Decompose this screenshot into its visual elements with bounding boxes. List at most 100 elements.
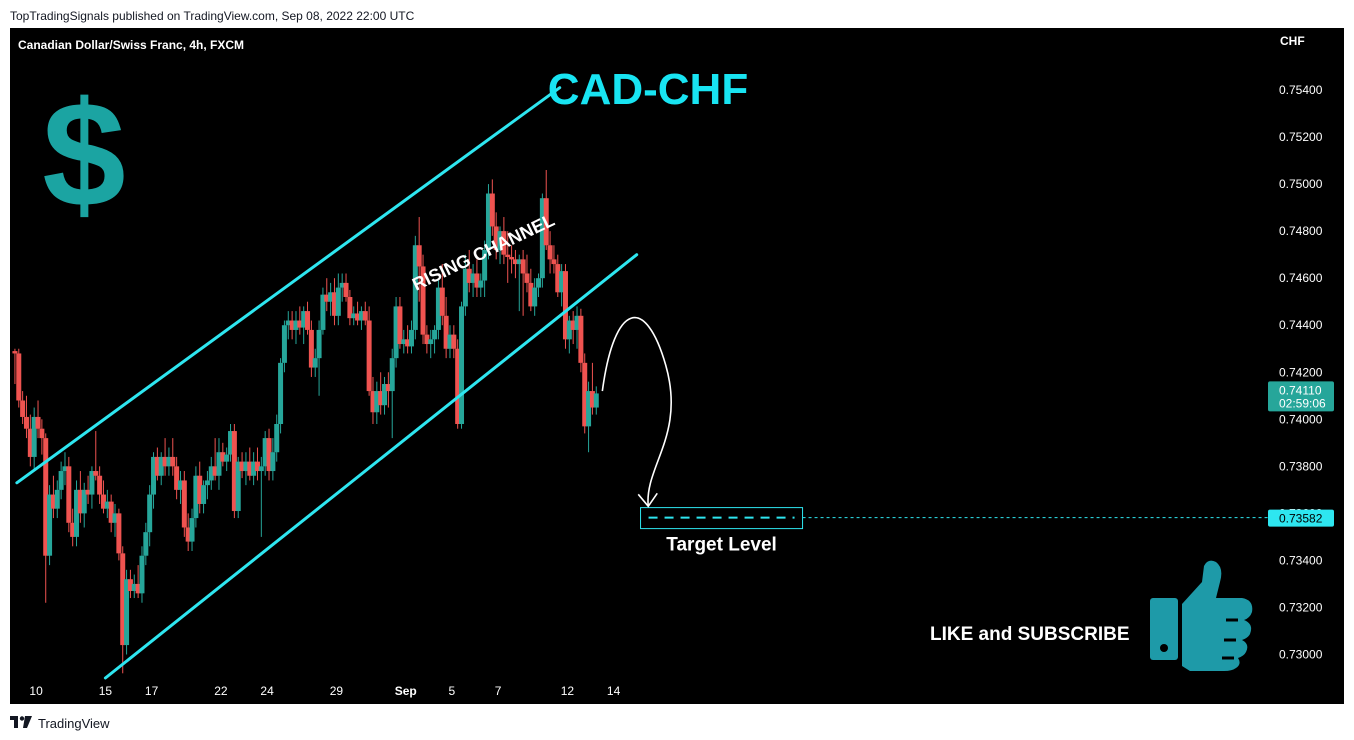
candle-body	[362, 311, 368, 321]
x-tick-label: 12	[561, 684, 575, 698]
candle-body	[470, 273, 476, 283]
x-tick-label: 22	[214, 684, 228, 698]
candle-body	[201, 485, 207, 504]
candle-body	[258, 466, 264, 472]
y-tick-label: 0.75400	[1279, 83, 1323, 97]
candle-body	[147, 494, 153, 533]
candle-body	[89, 471, 95, 495]
candle-body	[112, 513, 118, 523]
candle-body	[47, 494, 53, 556]
current-price-label: 0.74110	[1279, 383, 1322, 397]
candle-body	[16, 353, 22, 401]
candle-body	[539, 198, 545, 279]
candle-body	[582, 362, 588, 427]
candle-body	[305, 311, 311, 330]
candle-body	[482, 249, 488, 281]
dollar-sign-icon: $	[42, 70, 125, 238]
candle-body	[231, 431, 237, 512]
candle-body	[435, 287, 441, 330]
target-level-label: Target Level	[666, 535, 777, 556]
candle-body	[339, 282, 345, 288]
y-tick-label: 0.73800	[1279, 459, 1323, 473]
candle-body	[412, 245, 418, 330]
target-price-badge	[1268, 509, 1334, 527]
candle-body	[177, 480, 183, 490]
candle-body	[289, 320, 295, 330]
candle-body	[81, 489, 87, 514]
candle-body	[262, 438, 268, 467]
candle-body	[104, 501, 110, 509]
candle-body	[239, 461, 245, 472]
target-price-label: 0.73582	[1279, 512, 1323, 526]
candle-body	[154, 456, 160, 476]
chart-frame[interactable]: Canadian Dollar/Swiss Franc, 4h, FXCM CH…	[10, 28, 1344, 704]
candle-body	[93, 471, 99, 476]
candle-body	[432, 329, 438, 340]
candlestick-chart[interactable]: Canadian Dollar/Swiss Franc, 4h, FXCM CH…	[10, 28, 1344, 704]
candle-body	[378, 391, 384, 406]
candle-body	[532, 287, 538, 307]
candle-body	[324, 294, 330, 302]
candle-body	[493, 226, 499, 250]
x-tick-label: Sep	[395, 684, 417, 698]
candle-body	[216, 452, 222, 476]
candle-body	[366, 320, 372, 392]
candle-body	[559, 271, 565, 293]
candle-body	[570, 320, 576, 330]
candle-body	[85, 489, 91, 495]
candle-body	[566, 320, 572, 340]
candle-body	[520, 259, 526, 274]
candle-body	[389, 358, 395, 392]
tradingview-logo-svg	[10, 715, 32, 728]
tradingview-brand[interactable]: TradingView	[38, 715, 110, 731]
candle-body	[143, 532, 149, 556]
candle-body	[320, 294, 326, 330]
x-tick-label: 17	[145, 684, 159, 698]
candle-body	[474, 273, 480, 288]
candle-body	[208, 466, 214, 481]
candle-body	[74, 489, 80, 537]
publish-info: TopTradingSignals published on TradingVi…	[10, 9, 415, 23]
current-price-badge	[1268, 381, 1334, 412]
channel-line-lower	[103, 253, 639, 680]
candle-body	[39, 428, 45, 439]
y-tick-label: 0.74400	[1279, 318, 1323, 332]
candle-body	[23, 416, 29, 429]
candle-body	[197, 475, 203, 504]
candle-body	[408, 329, 414, 347]
candle-body	[459, 306, 465, 424]
candle-body	[212, 466, 218, 476]
candle-body	[370, 391, 376, 413]
candle-body	[489, 193, 495, 227]
channel-line-upper	[15, 86, 562, 485]
x-tick-label: 14	[607, 684, 621, 698]
y-tick-label: 0.73000	[1279, 647, 1323, 661]
candle-body	[382, 384, 388, 406]
candle-body	[551, 259, 557, 265]
candle-body	[193, 475, 199, 519]
x-tick-label: 10	[29, 684, 43, 698]
y-tick-label: 0.74600	[1279, 271, 1323, 285]
candle-body	[97, 475, 103, 495]
candle-body	[278, 362, 284, 424]
projection-arrow	[601, 316, 672, 507]
candle-body	[204, 480, 210, 486]
candle-body	[66, 466, 72, 523]
candle-body	[478, 280, 484, 288]
candle-body	[77, 489, 83, 514]
candle-body	[401, 339, 407, 345]
projection-arrow-head	[637, 492, 658, 508]
candle-body	[374, 391, 380, 413]
candle-body	[158, 456, 164, 476]
channel-label: RISING CHANNEL	[409, 210, 558, 295]
candle-body	[181, 480, 187, 528]
y-tick-label: 0.75200	[1279, 130, 1323, 144]
candle-body	[174, 466, 180, 490]
candle-body	[405, 339, 411, 347]
candle-body	[293, 320, 299, 330]
candle-body	[274, 424, 280, 453]
candle-body	[166, 456, 172, 467]
candle-body	[466, 268, 472, 283]
candle-body	[428, 339, 434, 345]
candle-body	[505, 254, 511, 258]
